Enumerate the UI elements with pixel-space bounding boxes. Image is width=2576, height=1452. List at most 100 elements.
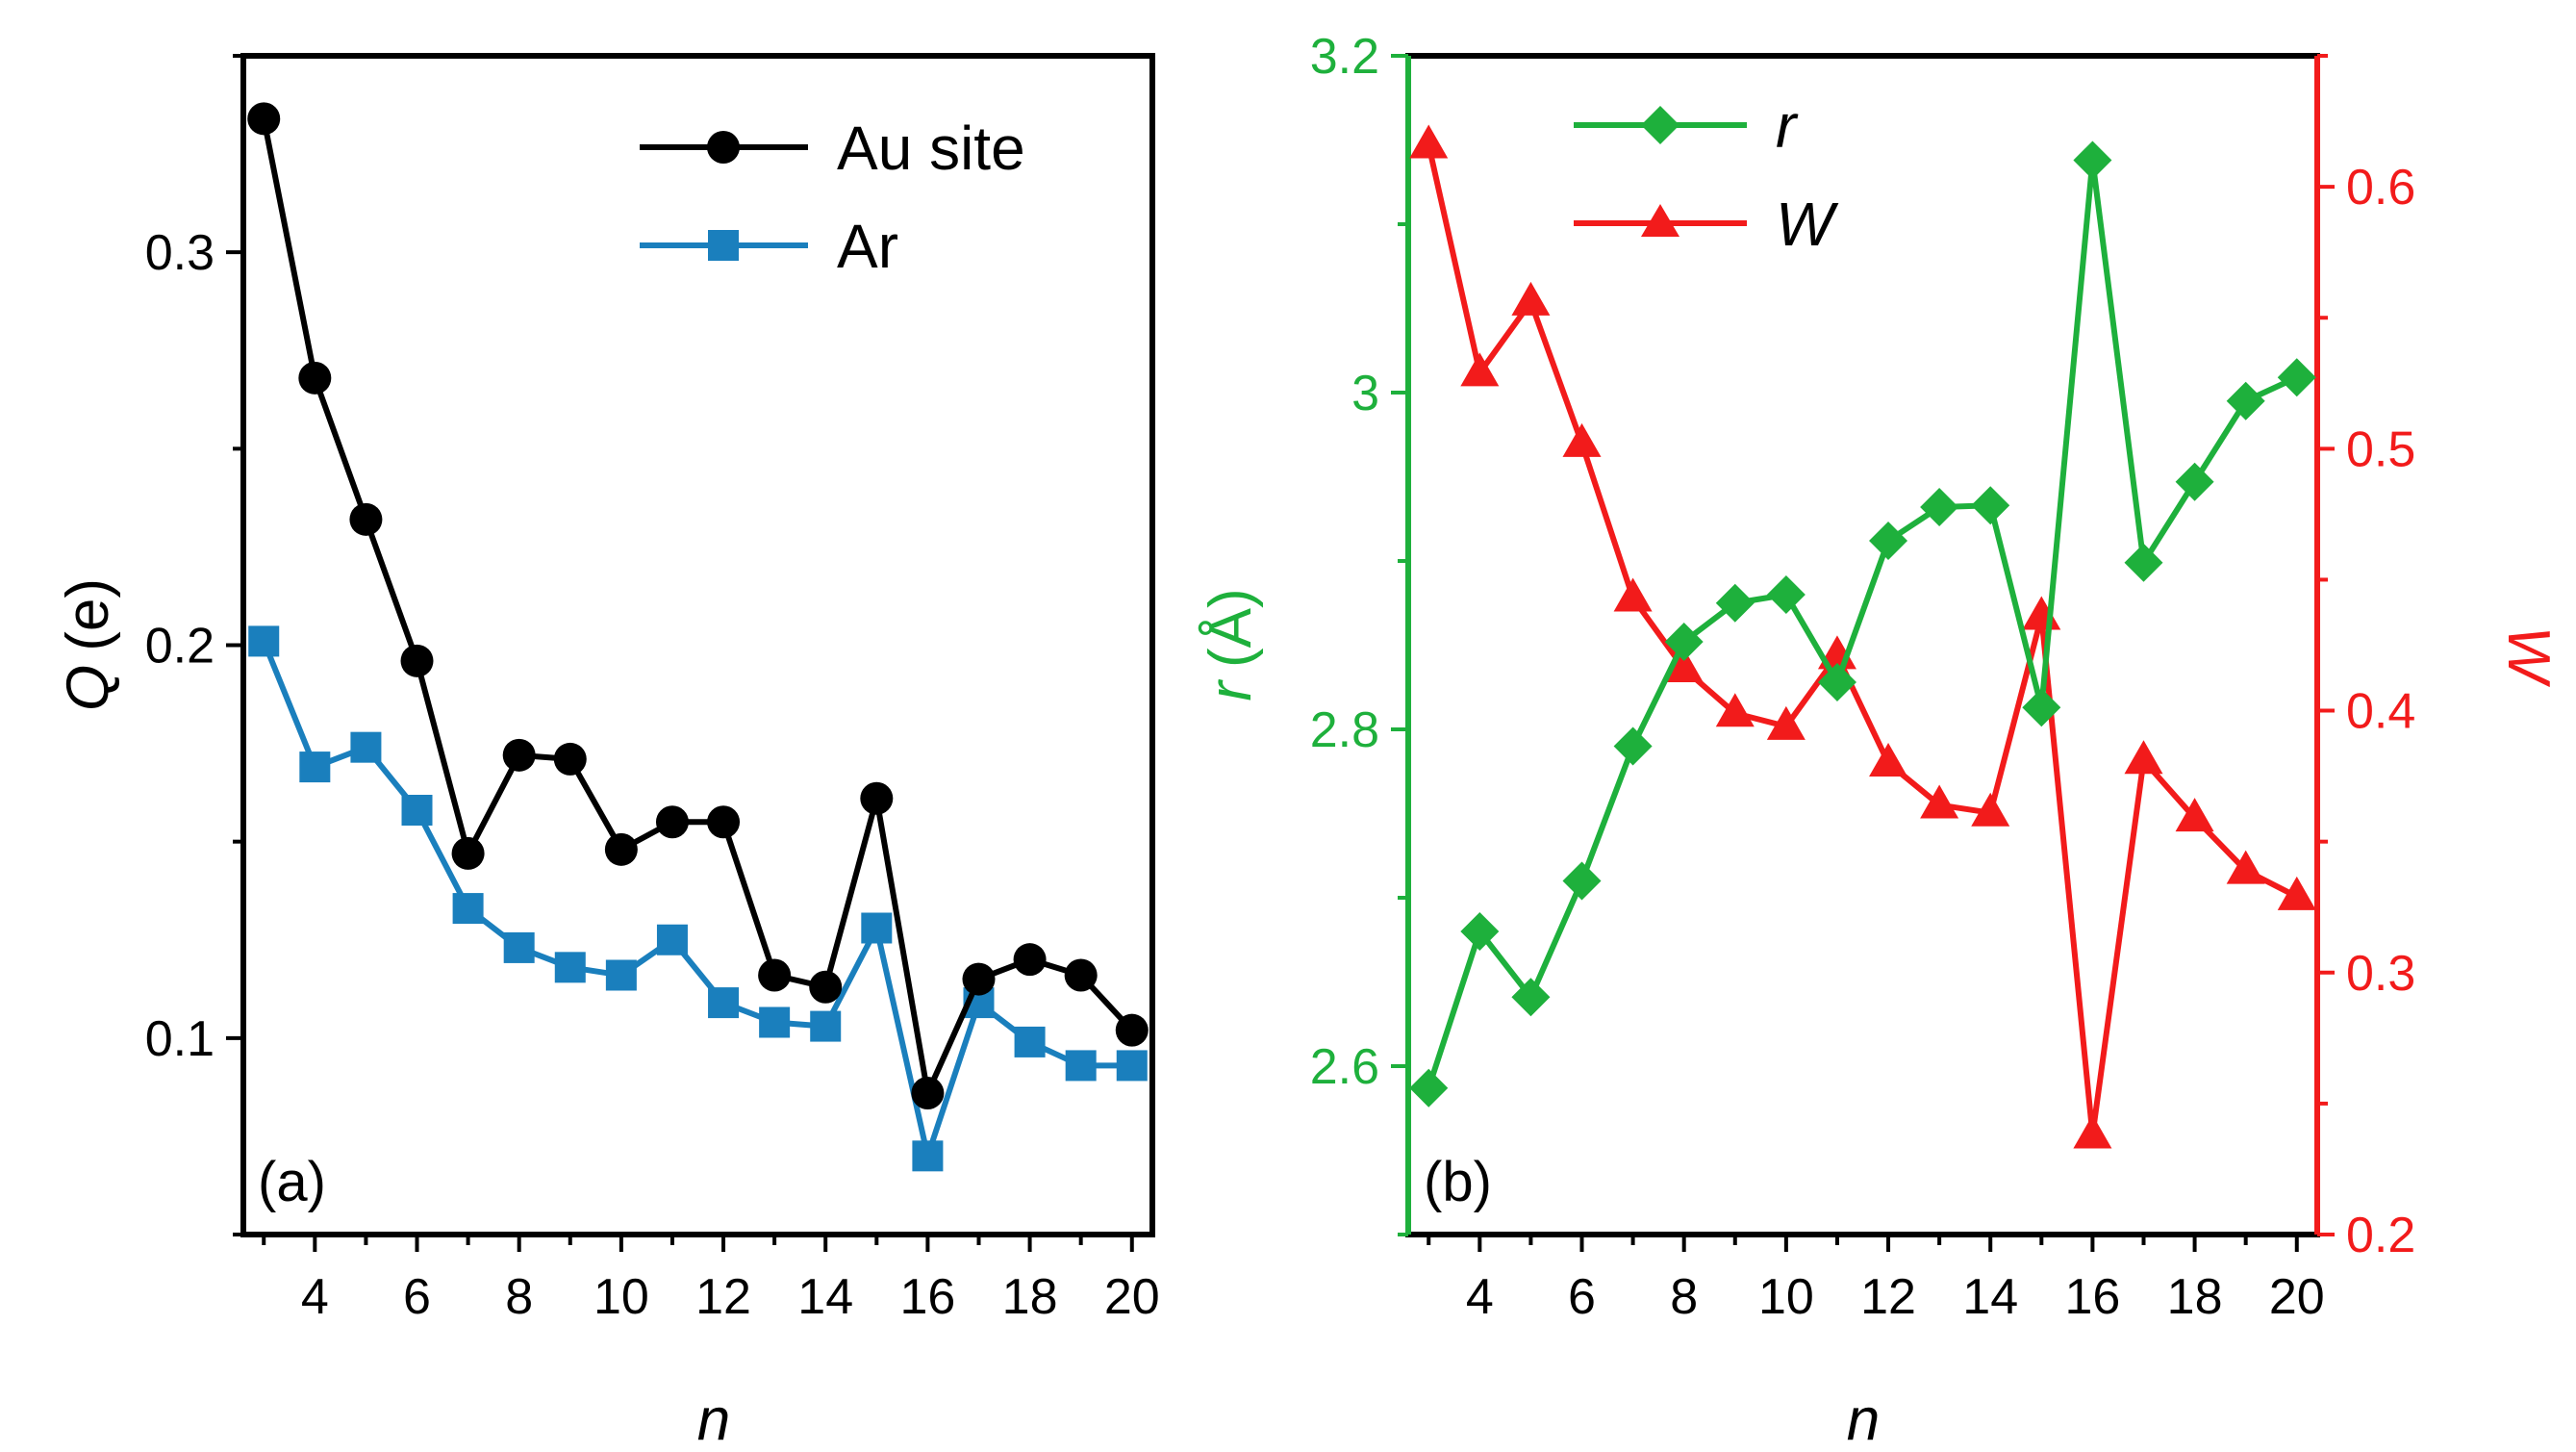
y-axis-label-symbol-a: Q [55, 665, 121, 711]
data-point-r-n19 [2226, 381, 2265, 420]
data-point-r-n15 [2022, 688, 2061, 727]
data-point-w-n8 [1664, 649, 1704, 682]
x-tick-label-a-16: 16 [899, 1269, 955, 1325]
left-y-tick-label-b-2.8: 2.8 [1310, 702, 1379, 758]
data-point-ar-n7 [452, 893, 484, 925]
series-group-b [1409, 124, 2316, 1149]
legend-marker-au-site [707, 131, 740, 164]
x-tick-label-a-14: 14 [797, 1269, 853, 1325]
data-point-r-n7 [1613, 726, 1653, 766]
data-point-w-n4 [1460, 352, 1500, 387]
data-point-r-n6 [1562, 861, 1602, 901]
data-point-r-n10 [1766, 575, 1806, 614]
x-tick-label-b-12: 12 [1860, 1269, 1916, 1325]
data-point-r-n13 [1920, 488, 1959, 526]
chart-panel-b: 4 6 8 10 12 14 16 18 20 2.62.833.2 0.20.30.40.50… [1198, 29, 2562, 1452]
left-y-tick-label-b-3: 3 [1351, 366, 1379, 421]
left-y-axis-label-symbol-b: r [1198, 679, 1264, 701]
data-point-r-n3 [1409, 1068, 1449, 1108]
data-point-w-n5 [1511, 281, 1551, 316]
data-point-au-site-n6 [400, 644, 434, 677]
data-point-w-n16 [2073, 1114, 2112, 1149]
right-y-tick-label-b-0.4: 0.4 [2346, 684, 2415, 740]
data-point-ar-n16 [912, 1140, 944, 1172]
data-point-w-n20 [2277, 876, 2316, 910]
legend-label-w: W [1776, 190, 1839, 259]
legend-a: Au site Ar [640, 114, 1025, 281]
series-line-au-site [261, 117, 1134, 1096]
legend-b: r W [1574, 91, 1839, 259]
panel-label-b: (b) [1424, 1151, 1492, 1213]
left-y-axis-label-unit-b: (Å) [1198, 588, 1264, 668]
right-y-tick-label-b-0.5: 0.5 [2346, 421, 2415, 477]
data-point-ar-n15 [861, 912, 893, 944]
data-point-r-n9 [1715, 583, 1755, 623]
x-axis-label-a: n [697, 1387, 730, 1452]
right-y-tick-label-b-0.3: 0.3 [2346, 946, 2415, 1002]
data-point-au-site-n18 [1013, 943, 1047, 977]
legend-entry-w: W [1574, 190, 1839, 259]
data-point-w-n12 [1869, 743, 1908, 777]
data-point-w-n13 [1920, 784, 1959, 819]
data-point-au-site-n3 [247, 102, 281, 136]
y-tick-label-a-0.3: 0.3 [145, 225, 215, 281]
x-tick-label-a-8: 8 [505, 1269, 533, 1325]
data-point-au-site-n10 [604, 832, 638, 866]
y-axis-label-unit-a: (e) [55, 578, 121, 651]
data-point-ar-n6 [401, 795, 433, 826]
data-point-r-n4 [1460, 912, 1500, 951]
data-point-ar-n8 [503, 931, 535, 963]
legend-entry-r: r [1574, 91, 1799, 161]
data-point-ar-n18 [1014, 1026, 1046, 1057]
series-group-a [247, 102, 1149, 1172]
data-point-ar-n9 [554, 952, 586, 983]
data-point-w-n15 [2022, 596, 2061, 630]
data-point-w-n7 [1613, 577, 1653, 612]
x-axis-label-b: n [1847, 1387, 1880, 1452]
x-tick-label-a-10: 10 [593, 1269, 649, 1325]
right-y-tick-label-b-0.2: 0.2 [2346, 1208, 2415, 1263]
left-y-axis-ticks-b: 2.6 2.8 3 3.2 [1310, 29, 1408, 1236]
data-point-w-n9 [1715, 693, 1755, 727]
data-point-ar-n19 [1065, 1050, 1097, 1082]
x-tick-label-a-20: 20 [1104, 1269, 1160, 1325]
left-y-tick-label-b-3.2: 3.2 [1310, 29, 1379, 85]
data-point-au-site-n16 [911, 1077, 945, 1109]
data-point-r-n18 [2175, 462, 2214, 501]
right-y-tick-label-b-0.6: 0.6 [2346, 160, 2415, 216]
data-point-ar-n13 [759, 1006, 791, 1038]
data-point-r-n5 [1511, 978, 1551, 1017]
data-point-au-site-n13 [758, 958, 792, 992]
x-tick-label-a-18: 18 [1002, 1269, 1058, 1325]
data-point-ar-n20 [1116, 1050, 1148, 1082]
x-tick-label-a-4: 4 [301, 1269, 329, 1325]
series-line-w [1426, 143, 2299, 1138]
data-point-au-site-n12 [707, 805, 741, 839]
data-point-au-site-n17 [962, 962, 996, 996]
data-point-w-n3 [1409, 124, 1449, 159]
data-point-ar-n4 [299, 751, 331, 783]
data-point-r-n8 [1664, 623, 1704, 661]
x-tick-label-b-10: 10 [1758, 1269, 1814, 1325]
data-point-au-site-n19 [1064, 958, 1098, 992]
data-point-au-site-n9 [553, 742, 587, 776]
plot-frame-b [1405, 53, 2320, 1237]
data-point-ar-n10 [605, 959, 637, 991]
x-tick-label-a-12: 12 [695, 1269, 751, 1325]
data-point-ar-n5 [350, 731, 382, 763]
data-point-r-n16 [2073, 140, 2112, 180]
data-point-w-n18 [2175, 798, 2214, 832]
series-line-r [1426, 157, 2299, 1089]
legend-marker-ar [708, 230, 739, 261]
series-line-ar [261, 640, 1132, 1159]
legend-label-ar: Ar [837, 212, 898, 281]
data-point-ar-n12 [708, 987, 740, 1019]
data-point-r-n17 [2124, 543, 2163, 582]
plot-frame-a [240, 53, 1155, 1237]
data-point-au-site-n5 [349, 502, 383, 536]
x-tick-label-b-20: 20 [2269, 1269, 2325, 1325]
data-point-w-n14 [1971, 792, 2010, 827]
x-tick-label-b-8: 8 [1670, 1269, 1698, 1325]
panel-label-a: (a) [258, 1151, 326, 1213]
data-point-w-n6 [1562, 422, 1602, 457]
